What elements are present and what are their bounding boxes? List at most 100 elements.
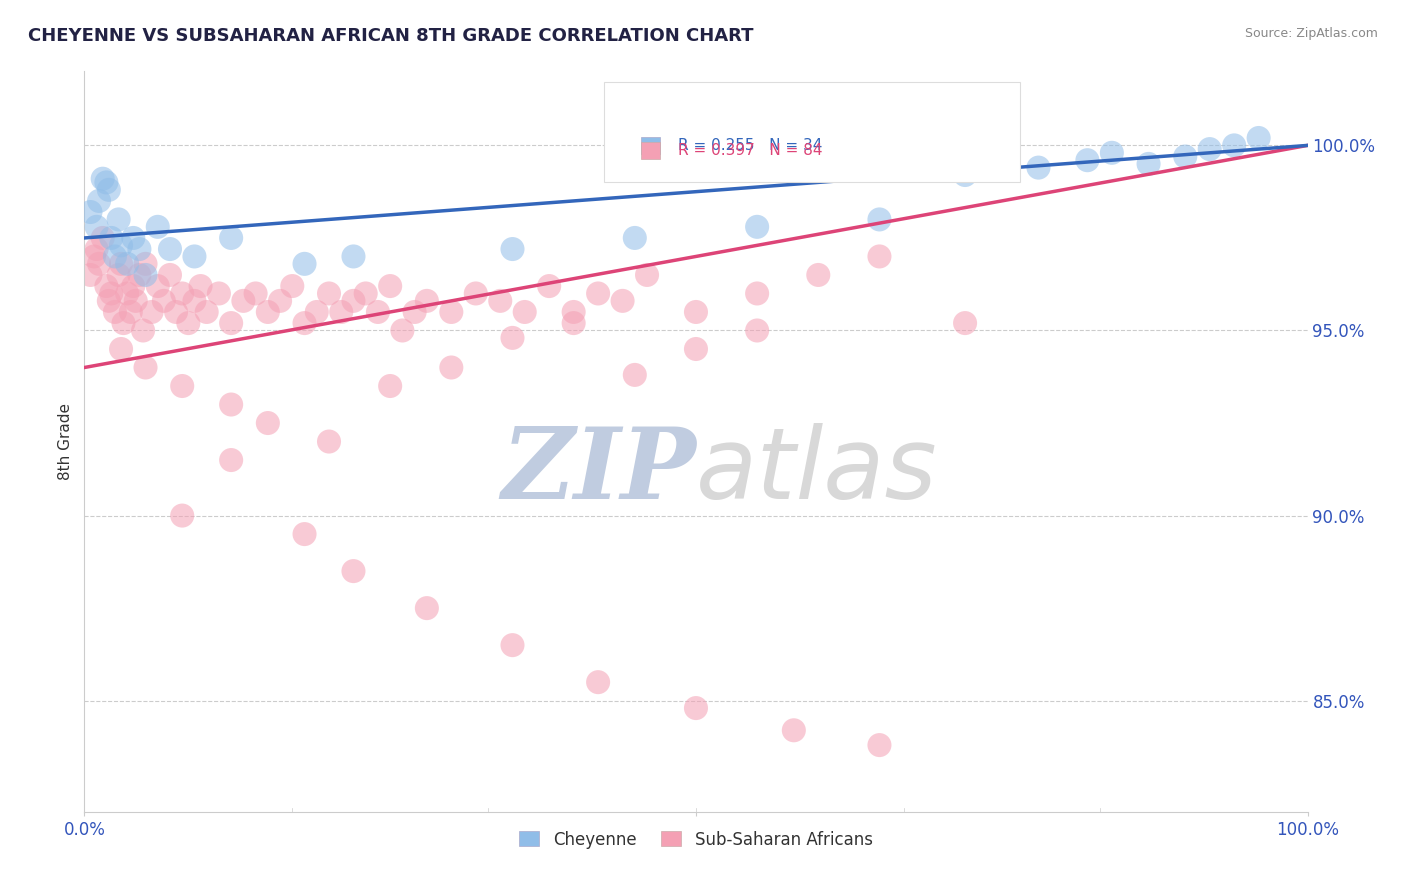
Point: [245, 286, 267, 301]
Point: [354, 286, 377, 301]
Text: Source: ZipAtlas.com: Source: ZipAtlas.com: [1244, 27, 1378, 40]
Point: [440, 360, 463, 375]
Point: [464, 286, 486, 301]
Point: [685, 701, 707, 715]
Point: [586, 675, 609, 690]
Point: [342, 250, 364, 264]
Point: [183, 250, 205, 264]
Point: [104, 305, 127, 319]
Point: [1076, 153, 1098, 168]
Point: [107, 212, 129, 227]
Point: [97, 293, 120, 308]
Point: [172, 508, 194, 523]
Point: [135, 268, 157, 282]
Point: [1247, 131, 1270, 145]
Point: [747, 219, 769, 234]
Point: [125, 293, 148, 308]
Point: [159, 268, 181, 282]
Point: [153, 293, 176, 308]
Point: [502, 331, 524, 345]
Point: [342, 293, 364, 308]
Point: [869, 738, 891, 752]
Point: [115, 257, 138, 271]
Point: [97, 183, 120, 197]
Point: [685, 342, 707, 356]
Point: [122, 231, 145, 245]
Point: [86, 242, 108, 256]
FancyBboxPatch shape: [641, 137, 659, 153]
Point: [177, 316, 200, 330]
Point: [232, 293, 254, 308]
Point: [110, 238, 132, 252]
Point: [91, 231, 114, 245]
Point: [87, 194, 110, 208]
Point: [380, 379, 402, 393]
Point: [104, 250, 127, 264]
Point: [195, 305, 218, 319]
Point: [110, 342, 132, 356]
Point: [172, 286, 194, 301]
Point: [79, 205, 101, 219]
Point: [112, 316, 135, 330]
Point: [87, 257, 110, 271]
Point: [96, 279, 118, 293]
Point: [747, 286, 769, 301]
Point: [122, 279, 145, 293]
Point: [100, 231, 122, 245]
Point: [190, 279, 212, 293]
Text: R = 0.255   N = 34: R = 0.255 N = 34: [678, 138, 823, 153]
Point: [110, 257, 132, 271]
Point: [1223, 138, 1246, 153]
Point: [1174, 149, 1197, 163]
Point: [391, 324, 413, 338]
Point: [219, 398, 242, 412]
Point: [100, 286, 122, 301]
Point: [146, 219, 169, 234]
Point: [294, 257, 316, 271]
Point: [562, 305, 585, 319]
Point: [1137, 157, 1160, 171]
Point: [115, 286, 138, 301]
Point: [128, 242, 150, 256]
Point: [281, 279, 304, 293]
Point: [79, 268, 101, 282]
Text: CHEYENNE VS SUBSAHARAN AFRICAN 8TH GRADE CORRELATION CHART: CHEYENNE VS SUBSAHARAN AFRICAN 8TH GRADE…: [28, 27, 754, 45]
Point: [783, 723, 806, 738]
Point: [219, 231, 242, 245]
Point: [1101, 145, 1123, 160]
Point: [91, 171, 114, 186]
Point: [107, 268, 129, 282]
Point: [953, 168, 976, 182]
Point: [380, 279, 402, 293]
Point: [318, 434, 340, 449]
Point: [269, 293, 291, 308]
Point: [416, 293, 439, 308]
Point: [404, 305, 426, 319]
Point: [208, 286, 231, 301]
Point: [172, 379, 194, 393]
Point: [219, 453, 242, 467]
Point: [624, 231, 647, 245]
Point: [502, 242, 524, 256]
Point: [1028, 161, 1050, 175]
Point: [165, 305, 187, 319]
Point: [294, 527, 316, 541]
Text: ZIP: ZIP: [501, 423, 696, 519]
Point: [128, 268, 150, 282]
Point: [612, 293, 634, 308]
Point: [159, 242, 181, 256]
Point: [96, 176, 118, 190]
Point: [807, 268, 830, 282]
Point: [538, 279, 561, 293]
Point: [869, 212, 891, 227]
Point: [294, 316, 316, 330]
Y-axis label: 8th Grade: 8th Grade: [58, 403, 73, 480]
Point: [318, 286, 340, 301]
Point: [636, 268, 658, 282]
Point: [685, 305, 707, 319]
Text: atlas: atlas: [696, 423, 938, 520]
Legend: Cheyenne, Sub-Saharan Africans: Cheyenne, Sub-Saharan Africans: [513, 824, 879, 855]
Point: [135, 257, 157, 271]
Point: [146, 279, 169, 293]
Point: [562, 316, 585, 330]
